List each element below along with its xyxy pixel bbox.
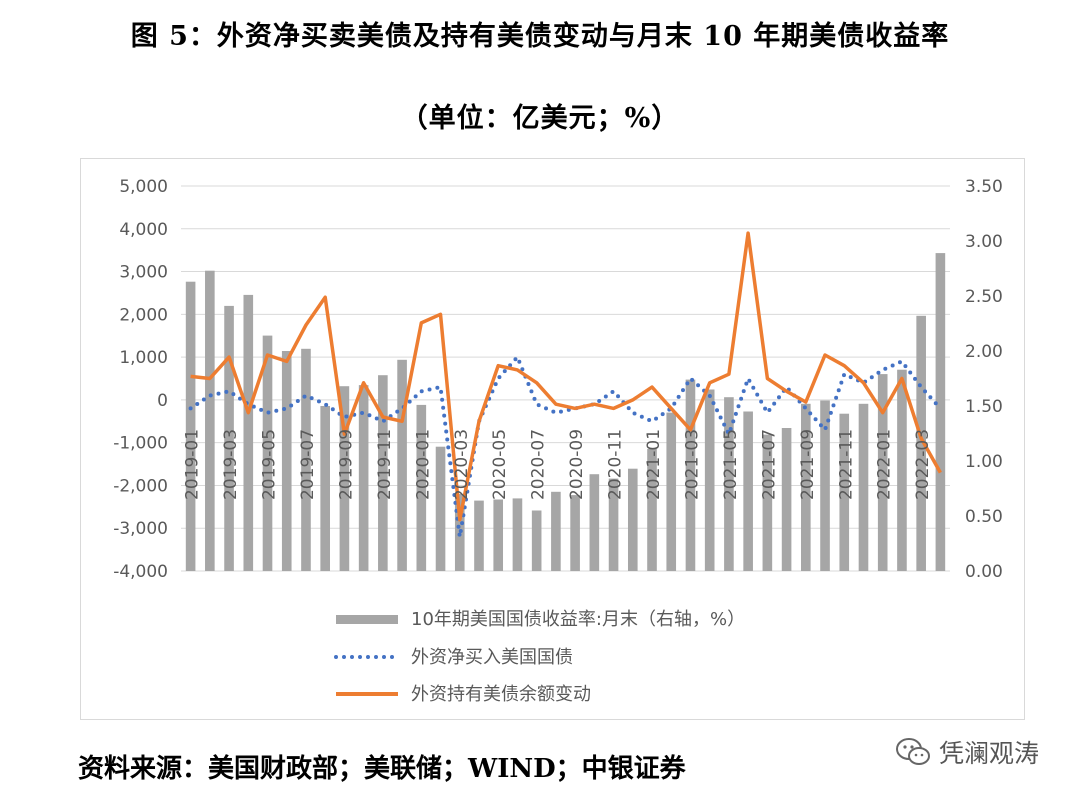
bar <box>435 446 446 571</box>
right-tick-label: 0.50 <box>965 507 1003 527</box>
x-tick-label: 2022-03 <box>913 429 933 500</box>
left-tick-label: -2,000 <box>113 476 168 496</box>
bar <box>570 495 580 571</box>
x-tick-label: 2022-01 <box>875 429 895 500</box>
left-tick-label: 2,000 <box>119 305 168 325</box>
bar <box>877 374 888 571</box>
left-tick-label: -4,000 <box>113 562 168 582</box>
bar <box>666 412 677 571</box>
bar <box>301 348 311 571</box>
left-tick-label: 5,000 <box>119 177 168 197</box>
left-tick-label: 0 <box>157 391 168 411</box>
bar <box>801 403 811 571</box>
bar <box>762 434 773 571</box>
x-tick-label: 2021-09 <box>798 429 818 500</box>
x-tick-label: 2020-03 <box>452 429 472 500</box>
bar <box>551 491 561 571</box>
bar <box>397 359 407 571</box>
left-tick-label: -3,000 <box>113 519 168 539</box>
x-tick-label: 2020-09 <box>567 429 587 500</box>
wechat-icon <box>896 738 930 765</box>
net-purchase-line <box>188 353 943 538</box>
x-tick-label: 2021-05 <box>721 429 741 500</box>
bar <box>224 305 234 571</box>
bar-series <box>185 253 946 571</box>
legend-label: 外资净买入美国国债 <box>411 647 573 668</box>
bar <box>281 351 292 571</box>
bar <box>320 406 330 571</box>
x-tick-label: 2019-11 <box>375 429 395 500</box>
holdings-change-line <box>190 231 942 522</box>
bar <box>378 375 388 571</box>
bar <box>474 500 484 571</box>
legend-label: 10年期美国国债收益率:月末（右轴，%） <box>411 609 745 630</box>
right-tick-label: 3.00 <box>965 232 1003 252</box>
bar <box>839 413 850 571</box>
bar <box>647 448 657 571</box>
legend-label: 外资持有美债余额变动 <box>411 684 591 705</box>
bar <box>512 498 523 571</box>
bar <box>743 411 753 571</box>
bar <box>493 499 504 571</box>
x-tick-label: 2021-11 <box>836 429 856 500</box>
bar <box>781 428 792 571</box>
x-tick-label: 2019-05 <box>260 429 280 500</box>
x-tick-label: 2020-01 <box>413 429 433 500</box>
x-tick-label: 2020-11 <box>606 429 626 500</box>
x-tick-label: 2019-03 <box>221 429 241 500</box>
bar <box>627 468 638 571</box>
left-tick-label: 1,000 <box>119 348 168 368</box>
left-tick-label: -1,000 <box>113 434 168 454</box>
bar <box>339 386 350 571</box>
bar <box>205 270 215 571</box>
right-tick-label: 0.00 <box>965 562 1003 582</box>
bar <box>916 315 926 571</box>
x-tick-label: 2019-01 <box>183 429 203 500</box>
left-tick-label: 4,000 <box>119 220 168 240</box>
right-tick-label: 3.50 <box>965 177 1003 197</box>
chart-title: 图 5：外资净买卖美债及持有美债变动与月末 10 年期美债收益率 <box>130 21 950 52</box>
bar <box>935 253 946 571</box>
grid-lines <box>181 185 950 572</box>
right-tick-label: 2.00 <box>965 342 1003 362</box>
bar <box>589 474 600 571</box>
chart-frame <box>80 158 1025 720</box>
chart-subtitle: （单位：亿美元；%） <box>400 103 680 134</box>
bar <box>608 478 619 571</box>
x-tick-label: 2019-09 <box>336 429 356 500</box>
bar <box>724 397 734 571</box>
bar <box>185 281 196 571</box>
right-tick-label: 1.50 <box>965 397 1003 417</box>
bar <box>358 385 369 571</box>
watermark-text: 凭澜观涛 <box>939 739 1040 768</box>
x-tick-label: 2019-07 <box>298 429 318 500</box>
x-tick-label: 2021-03 <box>682 429 702 500</box>
bar <box>416 404 427 571</box>
x-tick-label: 2020-05 <box>490 429 510 500</box>
bar <box>820 400 830 571</box>
source-note: 资料来源：美国财政部；美联储；WIND；中银证券 <box>78 754 686 784</box>
left-tick-label: 3,000 <box>119 263 168 283</box>
x-tick-label: 2020-07 <box>529 429 549 500</box>
x-tick-label: 2021-01 <box>644 429 664 500</box>
line-series <box>188 231 943 538</box>
right-tick-label: 1.00 <box>965 452 1003 472</box>
bar <box>704 389 715 571</box>
watermark: 凭澜观涛 <box>895 734 1039 770</box>
bar <box>531 510 542 571</box>
x-tick-label: 2021-07 <box>759 429 779 500</box>
legend-swatch-bar <box>336 615 398 624</box>
right-axis-labels: 3.50 3.00 2.50 2.00 1.50 1.00 0.50 0.00 <box>965 177 1003 582</box>
left-axis-labels: 5,000 4,000 3,000 2,000 1,000 0 -1,000 -2,000 -3… <box>113 177 168 582</box>
bar <box>858 403 869 571</box>
bar <box>243 294 254 571</box>
bar <box>897 369 907 571</box>
x-axis-labels: 2019-01 2019-03 2019-05 2019-07 2019-09 2019-… <box>183 429 934 500</box>
bar <box>685 379 696 571</box>
right-tick-label: 2.50 <box>965 287 1003 307</box>
bar <box>262 335 273 571</box>
